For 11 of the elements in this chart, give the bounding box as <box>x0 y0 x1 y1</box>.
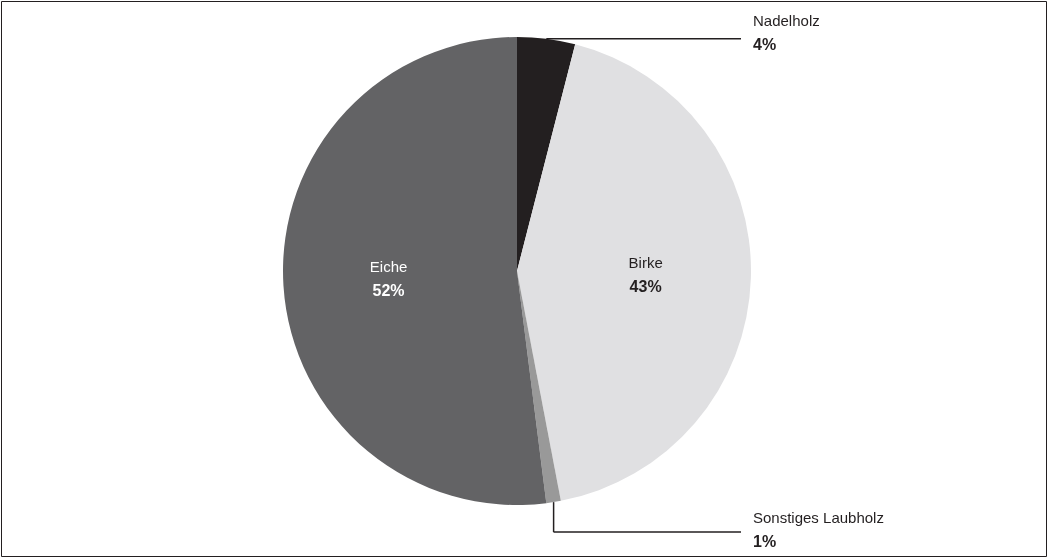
pie-slice <box>283 37 547 505</box>
slice-label: Eiche <box>369 258 408 276</box>
pie-slice <box>517 271 561 504</box>
data-label: 52% <box>372 282 405 300</box>
slice-label: Sonstiges Laubholz <box>753 509 884 527</box>
data-label: 1% <box>753 533 777 551</box>
slice-label: Birke <box>628 254 663 272</box>
data-label: 4% <box>753 35 777 53</box>
data-label: 43% <box>629 278 662 296</box>
pie-slice <box>517 44 751 501</box>
slice-label: Nadelholz <box>753 11 820 29</box>
